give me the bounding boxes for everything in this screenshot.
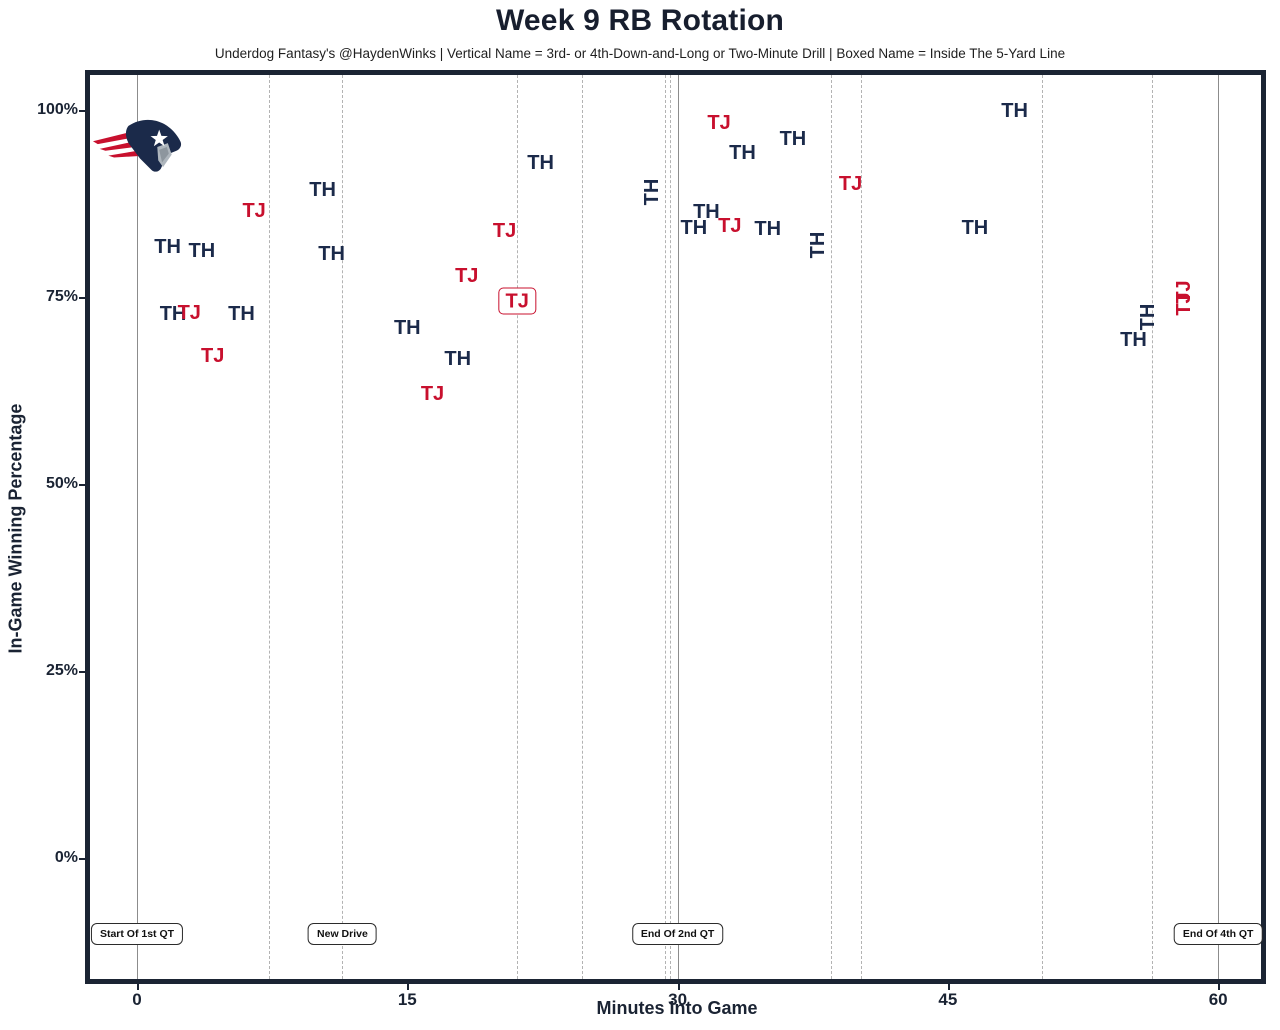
drive-gridline-dashed [517,75,519,979]
plot-border [85,70,1266,984]
drive-gridline-dashed [268,75,270,979]
x-tick-mark [677,984,680,990]
quarter-gridline-solid [137,75,138,979]
y-tick-mark [79,297,85,299]
rb-point-tj: TJ [420,383,445,406]
x-tick-mark [137,984,139,990]
drive-gridline-dashed [1151,75,1153,979]
rb-point-tj: TJ [718,214,742,237]
game-phase-label: Start Of 1st QT [90,923,184,945]
drive-gridline-dashed [342,75,344,979]
y-tick-label: 50% [45,475,78,492]
y-tick-mark [79,671,85,673]
drive-gridline-dashed [582,75,584,979]
chart-title: Week 9 RB Rotation [495,4,785,37]
game-phase-label: New Drive [308,923,377,945]
x-tick-mark [1218,984,1221,990]
x-tick-mark [407,984,410,990]
chart-subtitle: Underdog Fantasy's @HaydenWinks | Vertic… [214,46,1066,61]
rb-point-th: TH [393,316,421,339]
y-tick-mark [79,858,85,860]
drive-gridline-dashed [664,75,666,979]
x-tick-label: 15 [397,990,417,1009]
rb-point-th: TH [779,128,807,151]
rb-point-th: TH [729,142,756,165]
drive-gridline-dashed [1041,75,1043,979]
y-tick-mark [79,484,85,486]
rb-point-th: TH [961,217,989,240]
x-tick-label: 0 [132,990,142,1009]
rb-point-tj: TJ [707,111,731,134]
rb-point-th: TH [159,303,187,326]
y-tick-label: 75% [45,288,78,305]
rb-point-th: TH [318,243,345,266]
drive-gridline-dashed [861,75,863,979]
rb-point-tj: TJ [498,287,536,315]
rb-point-tj: TJ [455,265,479,288]
rb-point-th: TH [527,152,554,175]
game-phase-label: End Of 4th QT [1173,923,1263,945]
rb-point-th: TH [693,200,720,223]
x-tick-label: 45 [938,990,958,1009]
drive-gridline-dashed [670,75,672,979]
y-tick-label: 0% [54,849,78,866]
game-phase-label: End Of 2nd QT [631,923,724,945]
rb-point-th: TH [1120,329,1147,352]
patriots-logo-icon [92,119,182,172]
x-tick-label: 60 [1208,990,1228,1009]
y-axis-title: In-Game Winning Percentage [5,403,26,654]
rb-point-tj: TJ [492,220,517,243]
rb-point-th: TH [309,179,336,202]
rb-point-th: TH [188,239,216,262]
rb-point-tj: TJ [177,302,201,325]
rb-point-th: TH [154,235,181,258]
quarter-gridline-solid [677,75,679,979]
drive-gridline-dashed [830,75,832,979]
x-tick-label: 30 [668,990,688,1009]
rb-point-tj: TJ [201,345,225,368]
rb-point-tj: TJ [838,173,863,196]
y-tick-mark [79,110,85,112]
x-tick-mark [947,984,950,990]
rb-point-th: TH [1001,99,1028,122]
rb-point-tj: TJ [1172,292,1195,317]
y-tick-label: 100% [37,101,78,118]
rb-point-th: TH [1136,303,1159,331]
rb-point-th: TH [680,217,708,240]
x-axis-title: Minutes Into Game [596,998,758,1018]
quarter-gridline-solid [1218,75,1220,979]
rb-point-th: TH [641,178,664,205]
y-tick-label: 25% [45,662,78,679]
rb-point-th: TH [444,348,472,371]
rb-point-th: TH [807,232,830,259]
rb-point-th: TH [228,303,255,326]
rb-point-th: TH [754,217,782,240]
rb-point-tj: TJ [242,199,266,222]
